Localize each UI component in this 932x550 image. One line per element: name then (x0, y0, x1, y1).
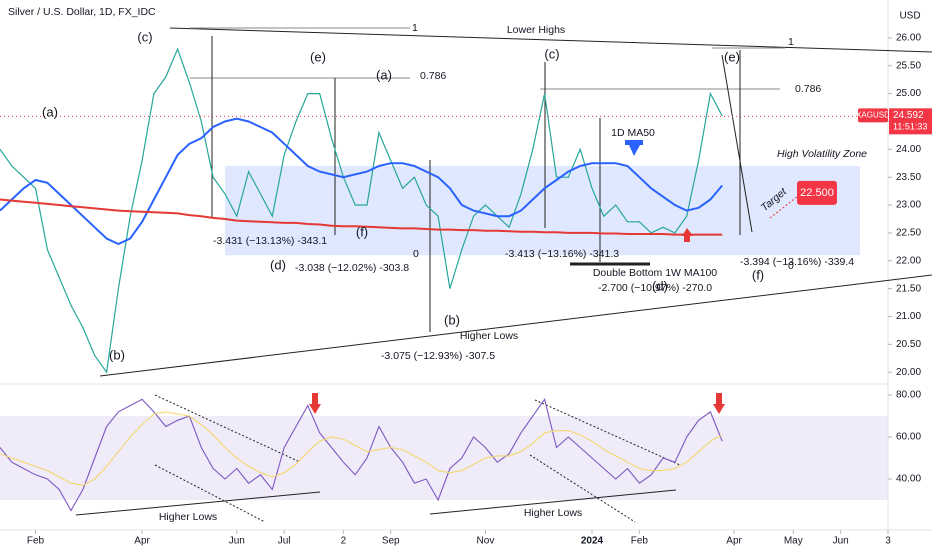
y-tick-label: 20.50 (896, 339, 921, 350)
y-tick-label: 26.00 (896, 33, 921, 44)
rsi-trend (534, 399, 681, 466)
rsi-line (0, 397, 723, 512)
annotation: 0 (413, 248, 419, 260)
annotation: (f) (752, 267, 764, 282)
x-tick-label: Sep (382, 536, 400, 547)
rsi-tick-label: 80.00 (896, 390, 921, 401)
annotation: (a) (42, 104, 58, 119)
annotation: 1 (788, 36, 794, 48)
annotation: (e) (310, 49, 326, 64)
y-tick-label: 23.00 (896, 200, 921, 211)
annotation: Double Bottom 1W MA100 (593, 267, 717, 279)
rsi-tick-label: 60.00 (896, 432, 921, 443)
x-tick-label: 2024 (581, 536, 604, 547)
x-tick-label: 3 (885, 536, 891, 547)
y-tick-label: 22.00 (896, 255, 921, 266)
x-tick-label: Jun (833, 536, 849, 547)
zone-label: High Volatility Zone (777, 148, 867, 160)
annotation: (a) (376, 67, 392, 82)
rsi-trend (429, 489, 677, 515)
lower-highs-line (169, 27, 932, 53)
last-price: 24.592 (893, 110, 924, 121)
rsi-arrow (309, 393, 321, 414)
annotation: (c) (137, 29, 152, 44)
x-tick-label: Feb (27, 536, 45, 547)
currency: USD (899, 11, 920, 22)
ma50-arrow (625, 140, 643, 156)
ma-line (0, 198, 723, 236)
price-line (0, 47, 723, 374)
annotation: (d) (652, 278, 668, 293)
target-line (769, 195, 799, 219)
annotation: -3.413 (−13.16%) -341.3 (505, 248, 619, 260)
rsi-ma-line (0, 411, 723, 486)
annotation: -3.394 (−13.16%) -339.4 (740, 256, 854, 268)
x-tick-label: Jun (229, 536, 245, 547)
y-tick-label: 24.00 (896, 144, 921, 155)
symbol-title: Silver / U.S. Dollar, 1D, FX_IDC (8, 6, 156, 18)
annotation: -2.700 (−10.97%) -270.0 (598, 282, 712, 294)
y-tick-label: 25.00 (896, 88, 921, 99)
annotation: Higher Lows (159, 511, 217, 523)
ticker-tag (858, 108, 888, 123)
x-tick-label: May (784, 536, 803, 547)
countdown: 11:51:33 (893, 122, 927, 132)
y-tick-label: 20.00 (896, 367, 921, 378)
y-tick-label: 21.00 (896, 311, 921, 322)
higher-lows-line (99, 274, 932, 377)
annotation: Higher Lows (524, 507, 582, 519)
annotation: (f) (356, 224, 368, 239)
rsi-tick-label: 40.00 (896, 474, 921, 485)
annotation: 0.786 (795, 83, 821, 95)
annotation: (d) (270, 257, 286, 272)
annotation: Higher Lows (460, 330, 518, 342)
x-tick-label: Apr (134, 536, 150, 547)
rsi-band (0, 416, 888, 500)
y-tick-label: 23.50 (896, 172, 921, 183)
x-tick-label: Apr (726, 536, 742, 547)
y-tick-label: 25.50 (896, 60, 921, 71)
annotation: -3.075 (−12.93%) -307.5 (381, 350, 495, 362)
x-tick-label: Jul (278, 536, 291, 547)
annotation: (c) (544, 46, 559, 61)
annotation: 1 (412, 22, 418, 34)
volatility-zone (225, 166, 860, 256)
x-tick-label: Nov (477, 536, 495, 547)
rsi-trend (529, 454, 636, 523)
annotation: (e) (724, 49, 740, 64)
rsi-arrow (713, 393, 725, 414)
x-tick-label: 2 (341, 536, 347, 547)
rsi-trend (154, 464, 266, 523)
annotation: (b) (109, 347, 125, 362)
annotation: -3.431 (−13.13%) -343.1 (213, 235, 327, 247)
price-tag (889, 108, 932, 135)
rsi-trend (154, 394, 301, 463)
annotation: Lower Highs (507, 24, 565, 36)
target-value: 22.500 (800, 187, 834, 199)
drawings (75, 27, 932, 523)
y-tick-label: 21.50 (896, 283, 921, 294)
target-box (797, 180, 837, 205)
measure-line (721, 54, 753, 233)
annotation: (b) (444, 312, 460, 327)
y-tick-label: 22.50 (896, 228, 921, 239)
annotation: 1D MA50 (611, 127, 655, 139)
annotation: -3.038 (−12.02%) -303.8 (295, 262, 409, 274)
ticker: XAGUSD (856, 110, 890, 119)
ma-line (0, 117, 723, 246)
annotation: 0 (788, 260, 794, 272)
annotation: 0.786 (420, 70, 446, 82)
x-tick-label: Feb (631, 536, 649, 547)
rsi-trend (75, 491, 321, 516)
